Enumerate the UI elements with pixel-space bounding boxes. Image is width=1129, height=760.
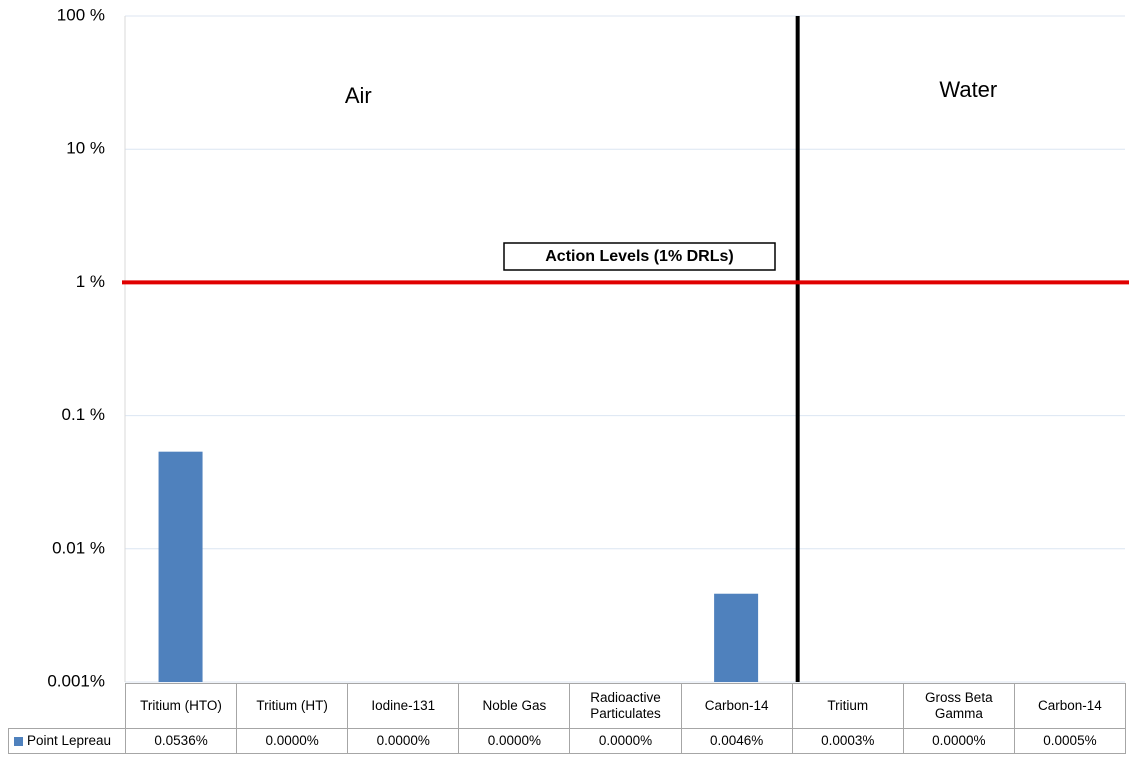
category-cell: Tritium — [791, 683, 904, 729]
y-tick-label: 10 % — [66, 139, 105, 158]
value-cell: 0.0000% — [236, 728, 349, 754]
category-cell: Iodine-131 — [347, 683, 460, 729]
category-cell: Carbon-14 — [1013, 683, 1126, 729]
legend-label: Point Lepreau — [27, 732, 112, 748]
value-cell: 0.0000% — [902, 728, 1015, 754]
legend-cell: Point Lepreau — [8, 728, 126, 754]
y-tick-label: 0.001% — [47, 671, 105, 690]
value-cell: 0.0003% — [791, 728, 904, 754]
bar — [158, 451, 203, 682]
category-cell: Gross Beta Gamma — [902, 683, 1015, 729]
category-cell: Radioactive Particulates — [569, 683, 682, 729]
y-tick-label: 100 % — [57, 5, 105, 24]
value-cell: 0.0005% — [1013, 728, 1126, 754]
category-cell: Noble Gas — [458, 683, 571, 729]
category-cell: Carbon-14 — [680, 683, 793, 729]
category-cell: Tritium (HT) — [236, 683, 349, 729]
group-label: Water — [939, 77, 997, 102]
group-label: Air — [345, 83, 372, 108]
value-cell: 0.0046% — [680, 728, 793, 754]
value-cell: 0.0536% — [125, 728, 238, 754]
y-tick-label: 1 % — [76, 272, 105, 291]
reference-label-box — [503, 242, 776, 271]
value-cell: 0.0000% — [569, 728, 682, 754]
y-tick-label: 0.1 % — [62, 405, 105, 424]
value-cell: 0.0000% — [458, 728, 571, 754]
category-cell: Tritium (HTO) — [125, 683, 238, 729]
reference-label: Action Levels (1% DRLs) — [545, 248, 733, 265]
value-cell: 0.0000% — [347, 728, 460, 754]
legend-swatch — [14, 736, 23, 746]
bar — [714, 593, 759, 682]
y-tick-label: 0.01 % — [52, 538, 105, 557]
